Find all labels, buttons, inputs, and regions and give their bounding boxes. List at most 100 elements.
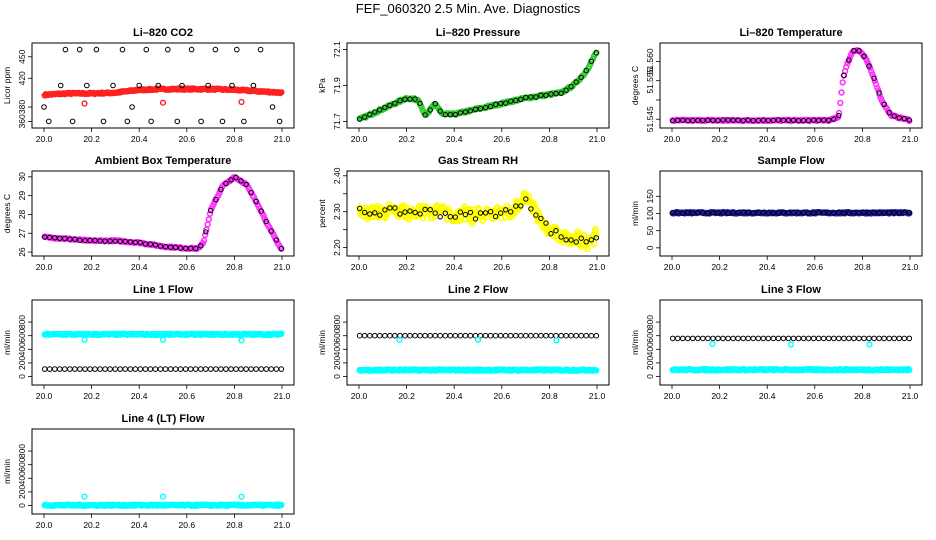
overlay-ring <box>377 212 383 218</box>
x-tick-label: 20.4 <box>446 391 463 401</box>
overlay-ring <box>785 117 792 124</box>
data-point <box>203 366 209 372</box>
overlay-ring <box>831 210 837 216</box>
y-tick-label: 50 <box>645 226 655 236</box>
data-point <box>422 332 428 339</box>
data-point <box>200 237 208 244</box>
data-point <box>838 89 845 96</box>
x-tick-label: 20.6 <box>494 391 511 401</box>
outlier-point <box>238 493 245 500</box>
data-point <box>886 335 893 342</box>
data-point <box>710 335 716 342</box>
overlay-ring <box>573 79 579 85</box>
x-tick-label: 20.4 <box>446 134 463 144</box>
overlay-ring <box>685 118 691 124</box>
panel-data <box>41 174 285 253</box>
overlay-ring <box>680 210 686 216</box>
overlay-ring <box>152 242 159 248</box>
y-tick-label: 72.1 <box>332 41 342 58</box>
overlay-ring <box>765 117 771 124</box>
x-tick-label: 20.0 <box>351 262 368 272</box>
data-point <box>367 332 373 339</box>
overlay-ring <box>886 209 892 216</box>
overlay-ring <box>472 106 479 113</box>
data-point <box>229 82 235 89</box>
data-point <box>198 118 204 125</box>
data-point <box>110 82 116 89</box>
y-tick-label: 2.20 <box>332 239 342 256</box>
data-point <box>268 366 275 372</box>
outlier-point <box>787 341 795 348</box>
overlay-ring <box>188 245 194 251</box>
y-tick-label: 51.560 <box>645 48 655 74</box>
data-point <box>119 46 126 53</box>
overlay-ring <box>107 238 113 244</box>
x-tick-label: 20.6 <box>807 262 824 272</box>
data-point <box>563 332 569 339</box>
overlay-ring <box>52 235 58 241</box>
data-point <box>780 335 787 342</box>
x-tick-label: 20.6 <box>179 262 196 272</box>
data-point <box>402 332 408 339</box>
overlay-ring <box>462 211 469 218</box>
y-tick-label: 800 <box>645 315 655 329</box>
data-point <box>790 335 797 342</box>
overlay-ring <box>193 245 199 252</box>
data-point <box>815 335 822 342</box>
data-point <box>690 335 696 342</box>
overlay-ring <box>735 209 741 216</box>
data-point <box>839 79 846 86</box>
y-tick-label: 0 <box>17 374 27 379</box>
y-tick-label: 400 <box>332 342 342 356</box>
overlay-ring <box>97 238 103 244</box>
data-point <box>273 366 280 372</box>
overlay-ring <box>826 117 832 124</box>
data-point <box>155 82 161 89</box>
y-tick-label: 400 <box>17 471 27 485</box>
overlay-ring <box>82 237 88 244</box>
data-point <box>143 46 150 53</box>
overlay-ring <box>213 196 219 203</box>
overlay-ring <box>715 210 721 216</box>
overlay-ring <box>518 203 524 209</box>
overlay-ring <box>735 117 741 123</box>
overlay-ring <box>790 117 797 124</box>
overlay-ring <box>563 237 569 243</box>
x-tick-label: 20.6 <box>179 134 196 144</box>
overlay-ring <box>77 237 83 243</box>
overlay-ring <box>548 91 554 97</box>
overlay-ring <box>142 241 149 247</box>
overlay-ring <box>675 117 681 124</box>
overlay-ring <box>157 243 164 249</box>
y-tick-label: 200 <box>17 485 27 499</box>
y-axis-label: kPa <box>317 78 327 93</box>
y-tick-label: 71.7 <box>332 113 342 130</box>
overlay-ring <box>472 216 479 222</box>
overlay-ring <box>593 235 599 241</box>
overlay-ring <box>417 211 423 217</box>
data-point <box>165 46 171 53</box>
x-tick-label: 20.4 <box>131 134 148 144</box>
overlay-ring <box>675 210 681 216</box>
x-tick-label: 20.2 <box>398 134 415 144</box>
data-point <box>538 332 544 339</box>
x-tick-label: 20.6 <box>179 520 196 530</box>
x-tick-label: 20.0 <box>36 520 53 530</box>
overlay-ring <box>498 100 504 107</box>
data-point <box>861 335 867 342</box>
data-point <box>795 335 802 342</box>
data-point <box>558 332 564 339</box>
x-tick-label: 20.8 <box>226 391 243 401</box>
overlay-ring <box>127 239 134 245</box>
panel-title: Line 1 Flow <box>133 284 193 296</box>
data-point <box>92 366 98 372</box>
overlay-ring <box>821 117 827 123</box>
data-point <box>243 366 249 372</box>
panel-frame <box>31 428 295 515</box>
x-tick-label: 21.0 <box>274 134 291 144</box>
overlay-ring <box>710 210 716 216</box>
data-point <box>97 366 103 372</box>
overlay-ring <box>891 210 897 216</box>
overlay-ring <box>866 210 872 216</box>
x-tick-label: 20.4 <box>759 391 776 401</box>
